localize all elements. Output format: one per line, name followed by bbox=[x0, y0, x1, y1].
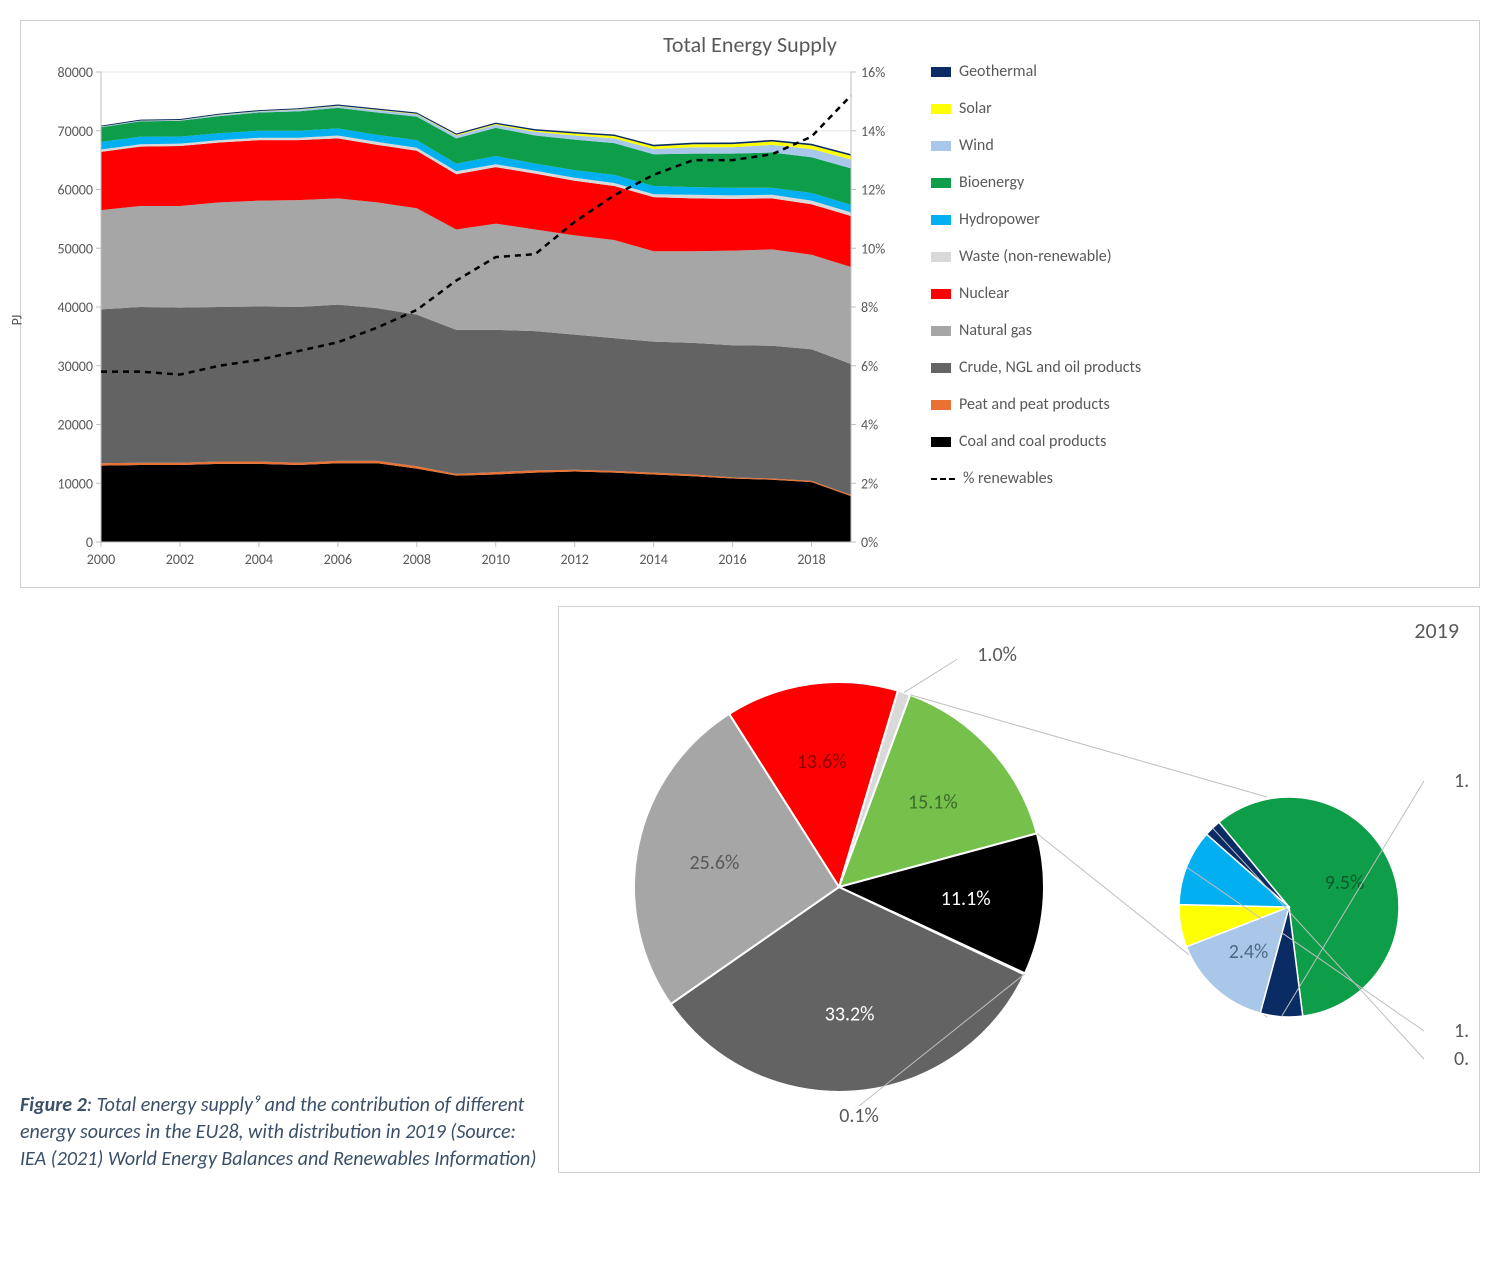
svg-text:30000: 30000 bbox=[58, 358, 93, 375]
legend-label: Crude, NGL and oil products bbox=[959, 358, 1141, 377]
svg-text:2008: 2008 bbox=[403, 551, 431, 568]
legend-item-wind: Wind bbox=[931, 136, 1141, 155]
legend-item-renewables-line: % renewables bbox=[931, 469, 1141, 488]
pie-label-coal: 11.1% bbox=[941, 887, 991, 911]
legend-swatch bbox=[931, 363, 951, 373]
svg-text:14%: 14% bbox=[861, 123, 885, 140]
legend-label: Geothermal bbox=[959, 62, 1037, 81]
svg-text:16%: 16% bbox=[861, 64, 885, 81]
pie2-label-hydro: 1.8% bbox=[1454, 1019, 1469, 1043]
svg-text:60000: 60000 bbox=[58, 182, 93, 199]
pie-label-nuclear: 13.6% bbox=[797, 750, 847, 774]
pie-year-label: 2019 bbox=[1414, 617, 1459, 644]
svg-text:4%: 4% bbox=[861, 417, 878, 434]
svg-text:8%: 8% bbox=[861, 299, 878, 316]
legend-label: Bioenergy bbox=[959, 173, 1024, 192]
svg-text:2004: 2004 bbox=[245, 551, 273, 568]
legend-label: Peat and peat products bbox=[959, 395, 1110, 414]
legend-item-natgas: Natural gas bbox=[931, 321, 1141, 340]
pie2-label-geo: 1.0% bbox=[1454, 769, 1469, 793]
svg-text:2006: 2006 bbox=[324, 551, 352, 568]
area-chart-plot: PJ 0100002000030000400005000060000700008… bbox=[31, 62, 911, 577]
svg-text:10%: 10% bbox=[861, 240, 885, 257]
svg-text:80000: 80000 bbox=[58, 64, 93, 81]
legend-label: Nuclear bbox=[959, 284, 1009, 303]
legend-swatch bbox=[931, 215, 951, 225]
legend-swatch bbox=[931, 104, 951, 114]
legend-swatch bbox=[931, 67, 951, 77]
svg-text:2014: 2014 bbox=[639, 551, 667, 568]
svg-text:2016: 2016 bbox=[718, 551, 746, 568]
pie-label-waste: 1.0% bbox=[977, 643, 1017, 667]
legend-item-coal: Coal and coal products bbox=[931, 432, 1141, 451]
area-chart-legend: Geothermal Solar Wind Bioenergy Hydropower Wa… bbox=[911, 62, 1141, 506]
pie-chart-container: 2019 13.6% 1.0% 15.1% 11.1% 0.1% 33.2% 25.6% 9.… bbox=[558, 606, 1480, 1173]
pie2-label-bio: 9.5% bbox=[1325, 871, 1365, 895]
pie2-label-wind: 2.4% bbox=[1229, 940, 1269, 964]
figure-caption: Figure 2: Total energy supply⁹ and the c… bbox=[20, 1092, 558, 1173]
legend-item-geo: Geothermal bbox=[931, 62, 1141, 81]
svg-text:2002: 2002 bbox=[166, 551, 194, 568]
pie-label-crude: 33.2% bbox=[825, 1003, 875, 1027]
legend-item-waste: Waste (non-renewable) bbox=[931, 247, 1141, 266]
legend-item-bio: Bioenergy bbox=[931, 173, 1141, 192]
legend-swatch bbox=[931, 437, 951, 447]
svg-text:0%: 0% bbox=[861, 534, 878, 551]
caption-lead: Figure 2 bbox=[20, 1093, 87, 1117]
legend-item-nuclear: Nuclear bbox=[931, 284, 1141, 303]
svg-text:2018: 2018 bbox=[797, 551, 825, 568]
pie-label-renew_group: 15.1% bbox=[908, 790, 958, 814]
svg-text:10000: 10000 bbox=[58, 475, 93, 492]
legend-item-hydro: Hydropower bbox=[931, 210, 1141, 229]
area-chart-title: Total Energy Supply bbox=[31, 31, 1469, 58]
svg-text:70000: 70000 bbox=[58, 123, 93, 140]
svg-text:12%: 12% bbox=[861, 182, 885, 199]
legend-label: Solar bbox=[959, 99, 992, 118]
legend-line-swatch bbox=[931, 478, 955, 480]
svg-text:50000: 50000 bbox=[58, 240, 93, 257]
svg-text:2012: 2012 bbox=[560, 551, 588, 568]
legend-swatch bbox=[931, 141, 951, 151]
legend-label: Hydropower bbox=[959, 210, 1040, 229]
legend-item-peat: Peat and peat products bbox=[931, 395, 1141, 414]
svg-text:6%: 6% bbox=[861, 358, 878, 375]
legend-swatch bbox=[931, 289, 951, 299]
legend-swatch bbox=[931, 400, 951, 410]
legend-swatch bbox=[931, 178, 951, 188]
y-left-axis-label: PJ bbox=[9, 314, 26, 325]
svg-text:40000: 40000 bbox=[58, 299, 93, 316]
pie2-label-other: 0.4% bbox=[1454, 1047, 1469, 1071]
area-chart-container: Total Energy Supply PJ 01000020000300004… bbox=[20, 20, 1480, 588]
legend-item-solar: Solar bbox=[931, 99, 1141, 118]
svg-text:20000: 20000 bbox=[58, 417, 93, 434]
legend-item-crude: Crude, NGL and oil products bbox=[931, 358, 1141, 377]
legend-swatch bbox=[931, 252, 951, 262]
legend-label: Wind bbox=[959, 136, 994, 155]
svg-text:2010: 2010 bbox=[482, 551, 510, 568]
pie-label-peat: 0.1% bbox=[839, 1104, 879, 1128]
pie-label-natgas: 25.6% bbox=[690, 851, 740, 875]
legend-label: Natural gas bbox=[959, 321, 1032, 340]
legend-label: Waste (non-renewable) bbox=[959, 247, 1112, 266]
svg-text:0: 0 bbox=[86, 534, 93, 551]
svg-text:2%: 2% bbox=[861, 475, 878, 492]
svg-text:2000: 2000 bbox=[87, 551, 115, 568]
caption-body: : Total energy supply⁹ and the contribut… bbox=[20, 1093, 536, 1171]
legend-label: Coal and coal products bbox=[959, 432, 1106, 451]
legend-swatch bbox=[931, 326, 951, 336]
legend-label: % renewables bbox=[963, 469, 1053, 488]
